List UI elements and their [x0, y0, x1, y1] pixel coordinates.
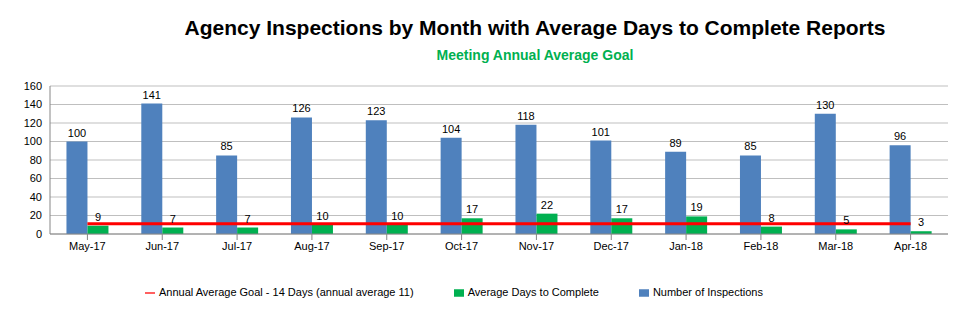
svg-text:104: 104 — [442, 123, 460, 135]
html-text:Annual Average Goal - 14 Days: Annual Average Goal - 14 Days (annual av… — [159, 286, 414, 298]
html-text:Agency Inspections by Month wi: Agency Inspections by Month with Average… — [184, 16, 886, 39]
svg-text:141: 141 — [143, 89, 161, 101]
svg-text:140: 140 — [24, 98, 42, 110]
svg-text:7: 7 — [170, 213, 176, 225]
svg-text:3: 3 — [918, 216, 924, 228]
svg-text:Mar-18: Mar-18 — [818, 240, 853, 252]
svg-text:Nov-17: Nov-17 — [519, 240, 554, 252]
svg-text:120: 120 — [24, 117, 42, 129]
html-text:Average Days to Complete: Average Days to Complete — [467, 286, 599, 298]
svg-text:May-17: May-17 — [69, 240, 106, 252]
svg-text:118: 118 — [517, 110, 535, 122]
svg-text:Aug-17: Aug-17 — [294, 240, 329, 252]
svg-text:8: 8 — [768, 212, 774, 224]
svg-text:Jul-17: Jul-17 — [222, 240, 252, 252]
html-text:Meeting Annual Average Goal: Meeting Annual Average Goal — [436, 47, 634, 63]
svg-text:22: 22 — [541, 199, 553, 211]
svg-text:160: 160 — [24, 80, 42, 92]
svg-text:85: 85 — [744, 140, 756, 152]
svg-text:101: 101 — [592, 126, 610, 138]
svg-text:60: 60 — [30, 172, 42, 184]
html-text:Number of Inspections: Number of Inspections — [652, 286, 763, 298]
svg-text:17: 17 — [466, 203, 478, 215]
svg-text:Jan-18: Jan-18 — [669, 240, 703, 252]
svg-text:130: 130 — [816, 99, 834, 111]
svg-text:96: 96 — [894, 130, 906, 142]
svg-text:100: 100 — [24, 135, 42, 147]
svg-text:85: 85 — [221, 140, 233, 152]
svg-text:7: 7 — [245, 213, 251, 225]
svg-text:123: 123 — [367, 105, 385, 117]
svg-text:89: 89 — [670, 137, 682, 149]
svg-text:Apr-18: Apr-18 — [894, 240, 927, 252]
svg-text:20: 20 — [30, 209, 42, 221]
svg-text:9: 9 — [95, 211, 101, 223]
svg-text:Jun-17: Jun-17 — [145, 240, 179, 252]
svg-text:Oct-17: Oct-17 — [445, 240, 478, 252]
svg-text:10: 10 — [316, 210, 328, 222]
svg-text:Sep-17: Sep-17 — [369, 240, 404, 252]
svg-text:100: 100 — [68, 127, 86, 139]
svg-text:126: 126 — [292, 102, 310, 114]
svg-text:5: 5 — [843, 214, 849, 226]
svg-text:17: 17 — [616, 203, 628, 215]
svg-text:Dec-17: Dec-17 — [594, 240, 629, 252]
svg-text:40: 40 — [30, 191, 42, 203]
svg-text:19: 19 — [691, 201, 703, 213]
svg-text:0: 0 — [36, 228, 42, 240]
svg-text:80: 80 — [30, 154, 42, 166]
svg-text:Feb-18: Feb-18 — [743, 240, 778, 252]
svg-text:10: 10 — [391, 210, 403, 222]
